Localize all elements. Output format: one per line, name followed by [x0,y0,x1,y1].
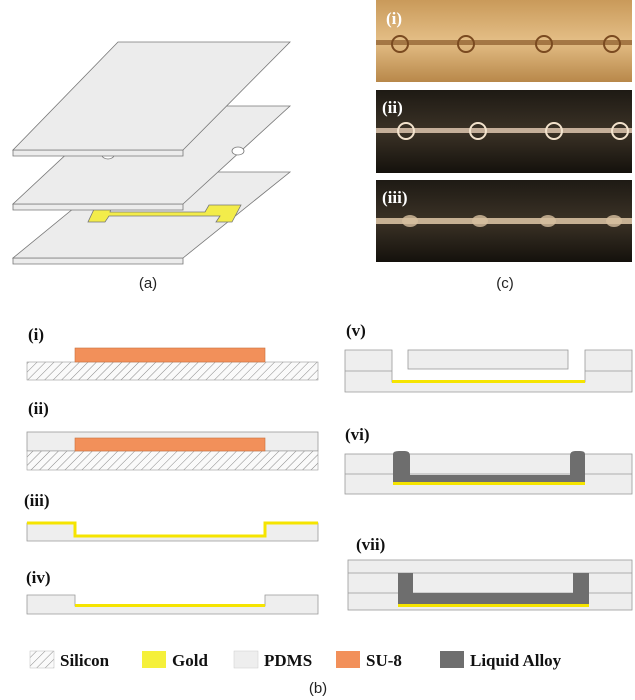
panel-label: (c) [496,275,514,292]
step-label: (iii) [24,491,50,510]
step-label: (iv) [26,568,51,587]
legend-label: PDMS [264,651,312,670]
photo-label: (ii) [382,98,403,117]
gold [75,604,265,607]
photo-label: (i) [386,9,402,28]
legend-label: Silicon [60,651,110,670]
silicon [27,362,318,380]
step-label: (ii) [28,399,49,418]
step-label: (vii) [356,535,385,554]
gold [392,380,585,383]
su8 [75,348,265,362]
pdms [27,523,318,541]
step-label: (v) [346,321,366,340]
silicon [27,451,318,470]
panel-label: (b) [309,680,327,697]
step-label: (vi) [345,425,370,444]
exploded-view [13,42,290,264]
photos [376,0,632,262]
pdms [408,350,568,369]
legend-label: Liquid Alloy [470,651,562,670]
legend-label: SU-8 [366,651,402,670]
su8 [75,438,265,451]
photo-label: (iii) [382,188,408,207]
panel-label: (a) [139,275,157,292]
figure: (a) (i) (ii) (iii) (c) (i) (ii) (iii) (i… [0,0,635,700]
gold [398,604,589,607]
legend: Silicon Gold PDMS SU-8 Liquid Alloy [30,651,562,670]
legend-label: Gold [172,651,208,670]
step-label: (i) [28,325,44,344]
gold [393,482,585,485]
